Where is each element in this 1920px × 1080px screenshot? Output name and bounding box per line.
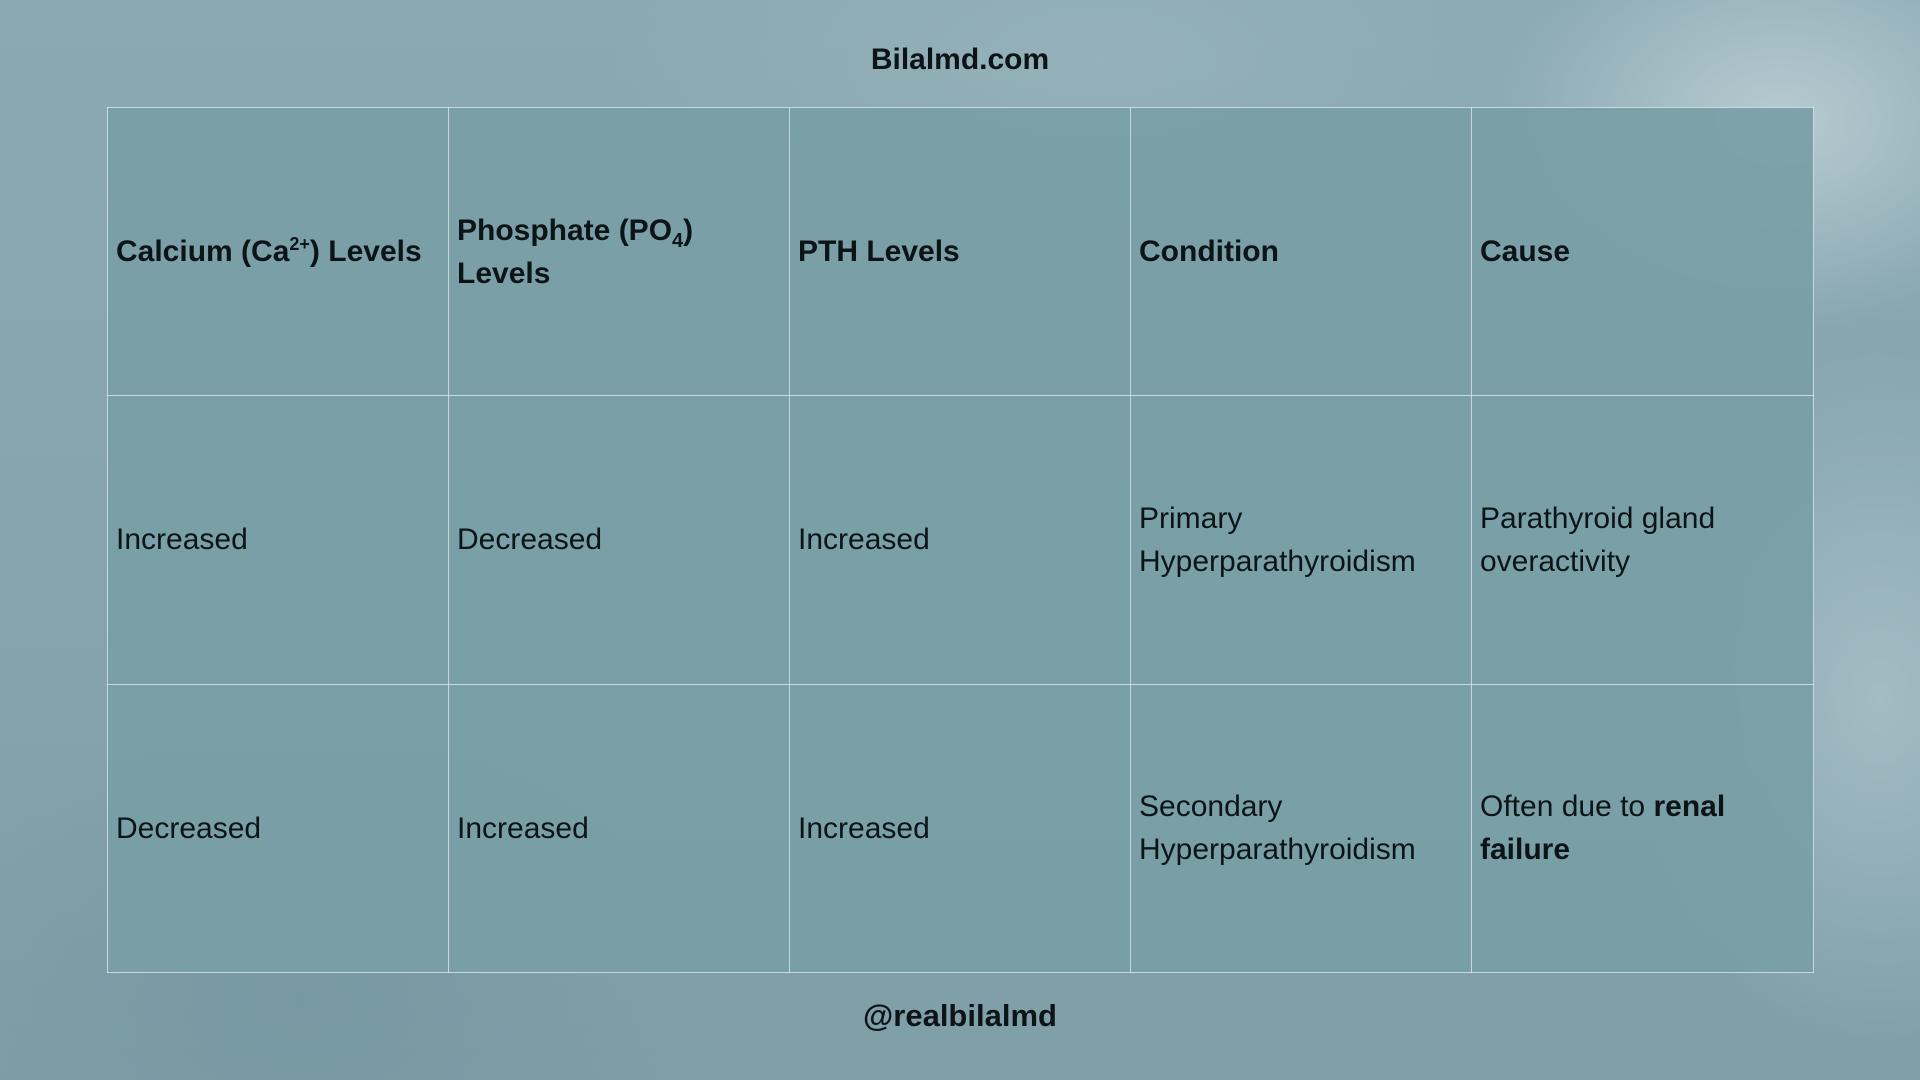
- social-handle: @realbilalmd: [863, 998, 1057, 1033]
- table-row: Decreased Increased Increased Secondary …: [107, 683, 1814, 974]
- cell-phosphate: Decreased: [448, 395, 790, 685]
- cell-cause: Often due to renal failure: [1471, 683, 1814, 974]
- cell-pth: Increased: [789, 683, 1131, 974]
- cause-text: Often due to: [1480, 790, 1654, 824]
- header-condition: Condition: [1130, 106, 1472, 397]
- cause-emphasis: renal failure: [1480, 790, 1726, 867]
- cell-calcium: Increased: [107, 395, 449, 685]
- header-cause: Cause: [1471, 106, 1814, 397]
- cell-pth: Increased: [789, 395, 1131, 685]
- cell-phosphate: Increased: [448, 683, 790, 974]
- cell-cause: Parathyroid gland overactivity: [1471, 395, 1814, 685]
- header-pth: PTH Levels: [789, 106, 1131, 397]
- table-header-row: Calcium (Ca2+) Levels Phosphate (PO4) Le…: [107, 106, 1814, 397]
- cause-text: Parathyroid gland overactivity: [1480, 501, 1716, 578]
- hyperparathyroidism-table: Calcium (Ca2+) Levels Phosphate (PO4) Le…: [107, 106, 1814, 974]
- cell-calcium: Decreased: [107, 683, 449, 974]
- cell-condition: Primary Hyperparathyroidism: [1130, 395, 1472, 685]
- header-calcium: Calcium (Ca2+) Levels: [107, 106, 449, 397]
- site-title: Bilalmd.com: [870, 43, 1050, 76]
- header-phosphate: Phosphate (PO4) Levels: [448, 106, 790, 397]
- cell-condition: Secondary Hyperparathyroidism: [1130, 683, 1472, 974]
- table-row: Increased Decreased Increased Primary Hy…: [107, 395, 1814, 685]
